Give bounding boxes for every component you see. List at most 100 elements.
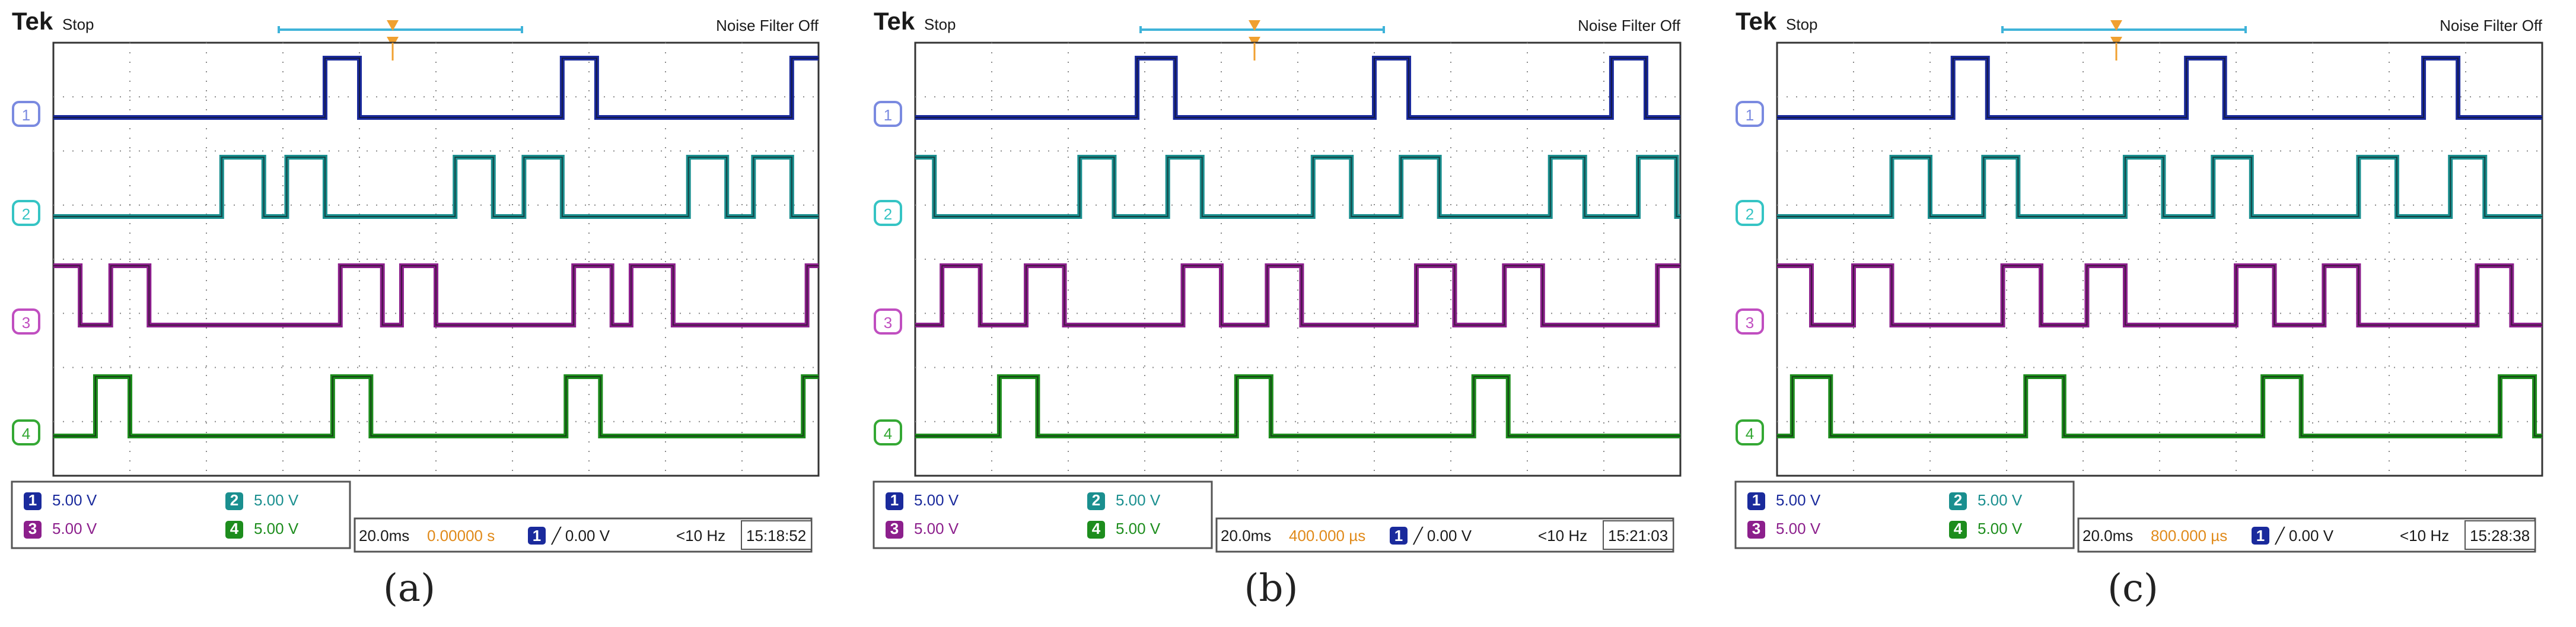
brand-label: Tek bbox=[12, 7, 53, 35]
waveform-ch2-core bbox=[1777, 157, 2542, 217]
channel-badge bbox=[1087, 521, 1105, 539]
channel-marker: 4 bbox=[1736, 419, 1764, 445]
trigger-frequency: <10 Hz bbox=[676, 527, 725, 545]
timestamp: 15:28:38 bbox=[2470, 527, 2530, 545]
channel-scale-readout bbox=[1734, 480, 2075, 549]
channel-badge-label: 3 bbox=[28, 520, 37, 537]
trigger-offset: 800.000 µs bbox=[2151, 527, 2227, 545]
channel-badge bbox=[24, 492, 42, 510]
waveform-ch4-core bbox=[53, 376, 819, 437]
waveform-ch4-core bbox=[1777, 376, 2542, 437]
waveform-ch1-core bbox=[1777, 58, 2542, 118]
channel-marker: 1 bbox=[874, 101, 902, 127]
oscilloscope-screen: Tek Stop Noise Filter Off 1 2 3 4 1 5.00 V 2 5.00 … bbox=[873, 7, 1682, 553]
channel-marker-box bbox=[12, 101, 40, 127]
channel-scale-value: 5.00 V bbox=[1116, 520, 1161, 537]
channel-marker: 3 bbox=[12, 308, 40, 335]
channel-marker-box bbox=[874, 101, 902, 127]
channel-scale-value: 5.00 V bbox=[914, 520, 959, 537]
trigger-source: 1 bbox=[2256, 527, 2265, 545]
noise-filter-status: Noise Filter Off bbox=[716, 17, 819, 34]
waveform-ch3-core bbox=[1777, 265, 2542, 326]
oscilloscope-panel-b: Tek Stop Noise Filter Off 1 2 3 4 1 5.00 V 2 5.00 … bbox=[862, 0, 1682, 569]
channel-marker-box bbox=[874, 419, 902, 445]
trigger-source-badge bbox=[1390, 527, 1408, 545]
channel-badge bbox=[886, 521, 903, 539]
channel-badge bbox=[24, 521, 42, 539]
run-state: Stop bbox=[62, 15, 94, 33]
trigger-position-marker bbox=[1249, 20, 1260, 31]
channel-marker-label: 1 bbox=[884, 106, 892, 124]
trigger-source: 1 bbox=[1394, 527, 1403, 545]
timestamp-box bbox=[741, 520, 812, 550]
time-per-division: 20.0ms bbox=[2083, 527, 2133, 545]
channel-scale-item: 4 5.00 V bbox=[1087, 520, 1161, 539]
channel-marker-box bbox=[874, 200, 902, 226]
channel-marker-label: 2 bbox=[1746, 205, 1754, 223]
channel-marker-box bbox=[1736, 200, 1764, 226]
channel-marker-box bbox=[12, 308, 40, 335]
run-state: Stop bbox=[924, 15, 956, 33]
channel-badge-label: 3 bbox=[1752, 520, 1760, 537]
trigger-readout: 1 ╱ 0.00 V bbox=[528, 526, 610, 545]
channel-scale-item: 3 5.00 V bbox=[24, 520, 97, 539]
channel-marker-box bbox=[1736, 101, 1764, 127]
trigger-position-marker bbox=[2110, 20, 2122, 31]
horizontal-readout bbox=[354, 517, 813, 553]
channel-badge bbox=[886, 492, 903, 510]
channel-marker: 2 bbox=[1736, 200, 1764, 226]
channel-scale-value: 5.00 V bbox=[1978, 520, 2023, 537]
timestamp: 15:21:03 bbox=[1608, 527, 1668, 545]
channel-badge bbox=[225, 492, 243, 510]
channel-badge-label: 2 bbox=[1092, 491, 1100, 509]
trigger-position-marker bbox=[387, 20, 399, 31]
channel-marker: 3 bbox=[874, 308, 902, 335]
channel-scale-value: 5.00 V bbox=[254, 491, 299, 509]
oscilloscope-panel-c: Tek Stop Noise Filter Off 1 2 3 4 1 5.00 V 2 5.00 … bbox=[1724, 0, 2543, 569]
channel-badge-label: 3 bbox=[890, 520, 899, 537]
horizontal-readout bbox=[2077, 517, 2536, 553]
waveform-ch1-core bbox=[915, 58, 1680, 118]
channel-scale-item: 3 5.00 V bbox=[1747, 520, 1821, 539]
channel-marker-box bbox=[1736, 419, 1764, 445]
channel-marker: 1 bbox=[1736, 101, 1764, 127]
channel-scale-value: 5.00 V bbox=[1116, 491, 1161, 509]
channel-badge-label: 4 bbox=[1954, 520, 1963, 537]
channel-badge bbox=[225, 521, 243, 539]
trigger-offset: 0.00000 s bbox=[427, 527, 495, 545]
run-state: Stop bbox=[1786, 15, 1818, 33]
channel-badge bbox=[1949, 492, 1967, 510]
channel-marker-label: 3 bbox=[884, 314, 892, 332]
channel-scale-item: 2 5.00 V bbox=[225, 491, 299, 510]
panel-label-b: (b) bbox=[1244, 566, 1298, 610]
horizontal-readout bbox=[1215, 517, 1674, 553]
timestamp-box bbox=[1603, 520, 1674, 550]
channel-scale-item: 4 5.00 V bbox=[1949, 520, 2023, 539]
channel-marker-box bbox=[874, 308, 902, 335]
channel-marker: 4 bbox=[874, 419, 902, 445]
oscilloscope-screen: Tek Stop Noise Filter Off 1 2 3 4 1 5.00 V 2 5.00 … bbox=[11, 7, 820, 553]
channel-marker-label: 2 bbox=[884, 205, 892, 223]
trigger-readout: 1 ╱ 0.00 V bbox=[1390, 526, 1472, 545]
channel-badge bbox=[1949, 521, 1967, 539]
trigger-source-badge bbox=[528, 527, 546, 545]
channel-scale-item: 1 5.00 V bbox=[1747, 491, 1821, 510]
waveform-ch2-core bbox=[915, 157, 1680, 217]
timestamp-box bbox=[2464, 520, 2536, 550]
waveform-ch1-core bbox=[53, 58, 819, 118]
channel-badge bbox=[1747, 492, 1765, 510]
trigger-level: ╱ 0.00 V bbox=[1412, 526, 1472, 545]
brand-label: Tek bbox=[874, 7, 915, 35]
channel-scale-item: 2 5.00 V bbox=[1087, 491, 1161, 510]
channel-marker-box bbox=[1736, 308, 1764, 335]
channel-badge-label: 1 bbox=[1752, 491, 1760, 509]
channel-badge-label: 2 bbox=[1954, 491, 1962, 509]
channel-scale-readout bbox=[11, 480, 351, 549]
channel-marker-label: 1 bbox=[22, 106, 30, 124]
channel-scale-item: 1 5.00 V bbox=[886, 491, 959, 510]
channel-marker-box bbox=[12, 419, 40, 445]
waveform-ch3-core bbox=[53, 265, 819, 326]
channel-scale-value: 5.00 V bbox=[1776, 520, 1821, 537]
channel-scale-value: 5.00 V bbox=[254, 520, 299, 537]
channel-badge-label: 2 bbox=[230, 491, 238, 509]
